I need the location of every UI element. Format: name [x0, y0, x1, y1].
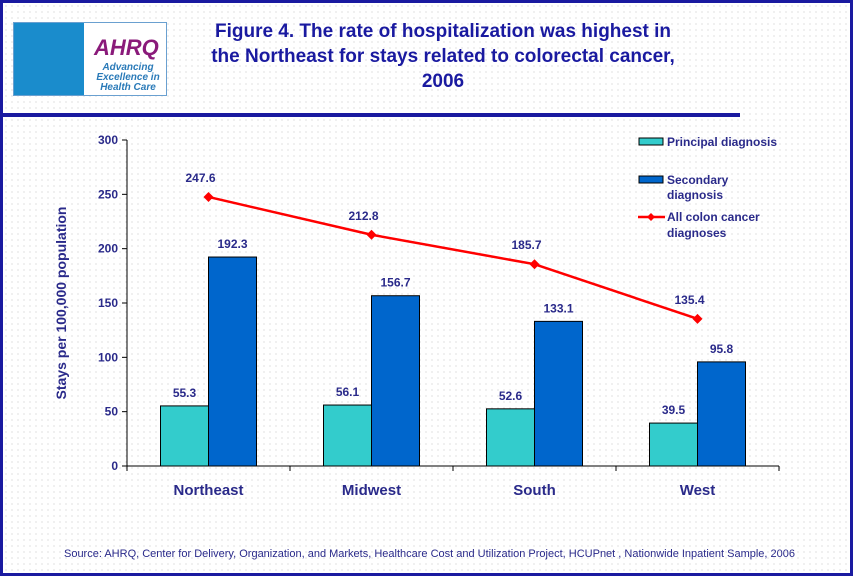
bar-principal: [649, 422, 698, 467]
x-tick-label: Northeast: [173, 482, 243, 499]
bar-secondary: [208, 256, 257, 467]
y-tick-label: 50: [105, 405, 119, 419]
legend-marker: [647, 213, 655, 221]
data-label: 55.3: [173, 386, 197, 400]
legend-label: All colon cancer: [667, 210, 760, 224]
data-label: 133.1: [543, 301, 573, 315]
ahrq-brand: AHRQ: [94, 35, 159, 60]
y-axis-label: Stays per 100,000 population: [53, 207, 69, 400]
data-label: 135.4: [674, 293, 704, 307]
bar-secondary: [371, 295, 420, 467]
data-label: 56.1: [336, 385, 360, 399]
source-note: Source: AHRQ, Center for Delivery, Organ…: [63, 548, 796, 560]
ahrq-tagline: Advancing Excellence in Health Care: [96, 62, 160, 93]
chart-plot: 0 50 100 150 200 250 300 Stays per 100,000 popu…: [53, 133, 780, 499]
line-marker: [203, 191, 214, 202]
y-tick-label: 200: [98, 242, 118, 256]
legend-swatch-secondary: [638, 175, 664, 184]
line-marker: [366, 229, 377, 240]
data-label: 192.3: [217, 237, 247, 251]
data-label: 247.6: [185, 171, 215, 185]
y-tick-label: 150: [98, 296, 118, 310]
legend-label: diagnoses: [667, 226, 727, 240]
line-marker: [692, 313, 703, 324]
bar-principal: [486, 408, 535, 467]
ahrq-logo: AHRQ Advancing Excellence in Health Care: [13, 22, 167, 96]
legend-label: Principal diagnosis: [667, 135, 777, 149]
y-tick-label: 250: [98, 187, 118, 201]
legend-label: diagnosis: [667, 188, 723, 202]
line-all-colon-cancer: [208, 195, 698, 321]
y-tick-label: 100: [98, 350, 118, 364]
x-tick-label: Midwest: [342, 482, 401, 499]
x-tick-label: West: [680, 482, 716, 499]
header-divider: [3, 113, 740, 117]
legend-swatch-principal: [638, 137, 664, 146]
bar-secondary: [697, 361, 746, 467]
data-label: 39.5: [662, 403, 686, 417]
line-marker: [529, 259, 540, 270]
data-label: 212.8: [348, 209, 378, 223]
bar-principal: [160, 405, 209, 467]
chart-title: Figure 4. The rate of hospitalization wa…: [211, 21, 675, 92]
y-tick-label: 0: [111, 459, 118, 473]
bar-principal: [323, 404, 372, 467]
data-label: 95.8: [710, 342, 734, 356]
data-label: 156.7: [380, 276, 410, 290]
hhs-eagle-logo-icon: [14, 23, 84, 95]
legend-label: Secondary: [667, 173, 729, 187]
x-tick-label: South: [513, 482, 556, 499]
y-tick-label: 300: [98, 133, 118, 147]
bar-secondary: [534, 320, 583, 467]
data-label: 52.6: [499, 389, 523, 403]
data-label: 185.7: [511, 238, 541, 252]
